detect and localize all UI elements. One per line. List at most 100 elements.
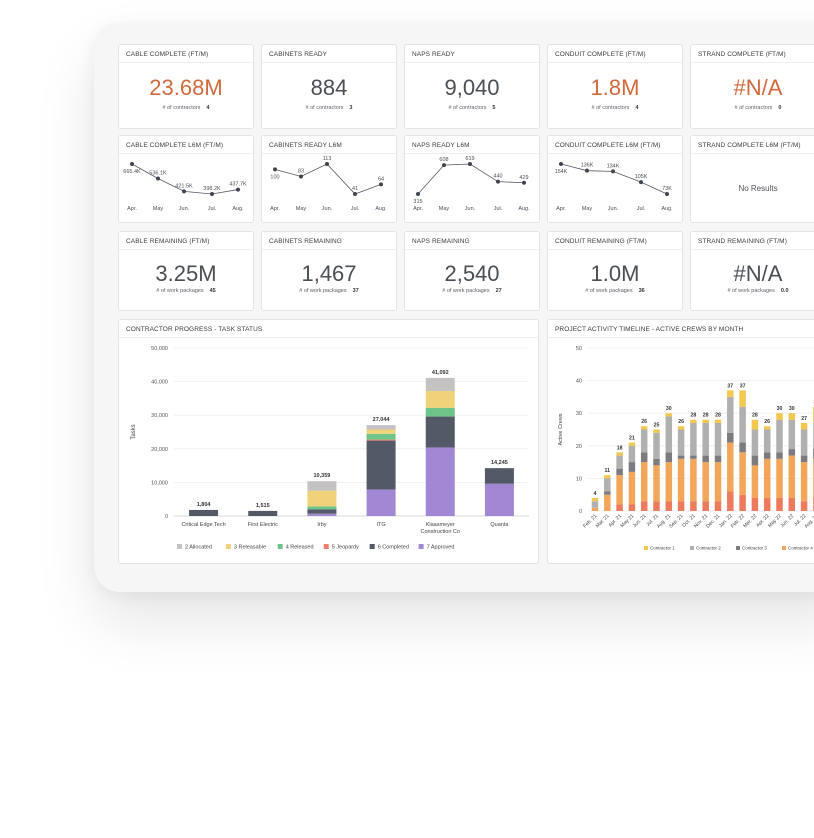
bar-segment[interactable] (366, 433, 396, 440)
bar-segment[interactable] (690, 501, 697, 511)
bar-segment[interactable] (702, 422, 709, 456)
bar-segment[interactable] (640, 426, 648, 430)
l6m-card[interactable]: NAPS READY L6M 315 Apr. 608 May 619 Jun. 440 Jul… (404, 135, 540, 223)
bar-segment[interactable] (788, 497, 796, 511)
bar-segment[interactable] (665, 413, 673, 417)
bar-segment[interactable] (702, 455, 709, 463)
bar-segment[interactable] (776, 497, 783, 511)
bar-segment[interactable] (714, 462, 722, 502)
bar-segment[interactable] (616, 504, 623, 511)
bar-segment[interactable] (366, 439, 396, 441)
bar-segment[interactable] (665, 462, 673, 502)
bar-segment[interactable] (484, 468, 514, 484)
bar-segment[interactable] (763, 429, 771, 453)
bar-segment[interactable] (751, 497, 759, 511)
bar-segment[interactable] (307, 490, 337, 507)
bar-segment[interactable] (628, 442, 636, 446)
bar-segment[interactable] (616, 455, 623, 469)
bar-segment[interactable] (727, 390, 734, 397)
bar-segment[interactable] (640, 501, 648, 511)
l6m-card[interactable]: STRAND COMPLETE L6M (FT/M) No Results (690, 135, 814, 223)
bar-segment[interactable] (248, 510, 278, 516)
bar-segment[interactable] (425, 377, 455, 392)
bar-segment[interactable] (591, 501, 599, 508)
kpi-card[interactable]: NAPS READY 9,040 # of contractors 5 (404, 44, 540, 129)
bar-segment[interactable] (776, 452, 783, 459)
bar-segment[interactable] (776, 458, 783, 498)
bar-segment[interactable] (702, 501, 709, 511)
bar-segment[interactable] (751, 419, 759, 430)
bar-segment[interactable] (604, 478, 611, 492)
bar-segment[interactable] (739, 494, 746, 511)
bar-segment[interactable] (788, 413, 796, 420)
bar-segment[interactable] (616, 452, 623, 456)
bar-segment[interactable] (604, 491, 611, 495)
l6m-card[interactable]: CONDUIT COMPLETE L6M (FT/M) 154K Apr. 136K M… (547, 135, 683, 223)
bar-segment[interactable] (776, 419, 783, 453)
bar-segment[interactable] (366, 440, 396, 490)
bar-segment[interactable] (800, 429, 808, 456)
bar-segment[interactable] (763, 458, 771, 498)
bar-segment[interactable] (653, 458, 660, 466)
bar-segment[interactable] (484, 483, 514, 516)
bar-segment[interactable] (677, 426, 685, 430)
bar-segment[interactable] (677, 458, 685, 502)
bar-segment[interactable] (425, 391, 455, 408)
kpi-card[interactable]: CONDUIT COMPLETE (FT/M) 1.8M # of contract… (547, 44, 683, 129)
bar-segment[interactable] (714, 455, 722, 463)
bar-segment[interactable] (307, 506, 337, 510)
bar-segment[interactable] (677, 501, 685, 511)
bar-segment[interactable] (425, 447, 455, 516)
bar-segment[interactable] (751, 455, 759, 466)
l6m-card[interactable]: CABINETS READY L6M 100 Apr. 83 May 113 Jun. 41 J… (261, 135, 397, 223)
bar-segment[interactable] (739, 390, 746, 407)
bar-segment[interactable] (307, 509, 337, 514)
bar-segment[interactable] (653, 501, 660, 511)
bar-segment[interactable] (739, 452, 746, 495)
bar-segment[interactable] (604, 475, 611, 479)
bar-segment[interactable] (604, 494, 611, 511)
bar-segment[interactable] (616, 468, 623, 476)
kpi-card[interactable]: STRAND REMAINING (FT/M) #N/A # of work pac… (690, 231, 814, 311)
bar-segment[interactable] (690, 455, 697, 459)
bar-segment[interactable] (653, 429, 660, 433)
bar-segment[interactable] (307, 513, 337, 516)
bar-segment[interactable] (751, 429, 759, 456)
bar-segment[interactable] (677, 429, 685, 456)
bar-segment[interactable] (640, 452, 648, 463)
bar-segment[interactable] (616, 475, 623, 505)
bar-segment[interactable] (776, 413, 783, 420)
kpi-card[interactable]: CABINETS READY 884 # of contractors 3 (261, 44, 397, 129)
bar-segment[interactable] (800, 455, 808, 463)
bar-segment[interactable] (727, 432, 734, 443)
bar-segment[interactable] (727, 396, 734, 433)
bar-segment[interactable] (640, 462, 648, 502)
bar-segment[interactable] (763, 426, 771, 430)
bar-segment[interactable] (591, 507, 599, 511)
bar-segment[interactable] (714, 422, 722, 456)
bar-segment[interactable] (690, 422, 697, 456)
kpi-card[interactable]: CABLE COMPLETE (FT/M) 23.68M # of contract… (118, 44, 254, 129)
contractor-progress-card[interactable]: CONTRACTOR PROGRESS - TASK STATUS 0 10,000… (118, 319, 539, 564)
bar-segment[interactable] (425, 416, 455, 448)
kpi-card[interactable]: CABLE REMAINING (FT/M) 3.25M # of work pac… (118, 231, 254, 311)
bar-segment[interactable] (714, 501, 722, 511)
bar-segment[interactable] (788, 449, 796, 456)
bar-segment[interactable] (800, 462, 808, 502)
kpi-card[interactable]: CONDUIT REMAINING (FT/M) 1.0M # of work pa… (547, 231, 683, 311)
bar-segment[interactable] (425, 407, 455, 417)
bar-segment[interactable] (690, 419, 697, 423)
bar-segment[interactable] (690, 458, 697, 502)
bar-segment[interactable] (702, 462, 709, 502)
bar-segment[interactable] (800, 501, 808, 511)
bar-segment[interactable] (800, 422, 808, 430)
bar-segment[interactable] (788, 419, 796, 450)
bar-segment[interactable] (640, 429, 648, 453)
bar-segment[interactable] (665, 501, 673, 511)
bar-segment[interactable] (727, 442, 734, 492)
bar-segment[interactable] (702, 419, 709, 423)
bar-segment[interactable] (665, 452, 673, 463)
bar-segment[interactable] (763, 497, 771, 511)
bar-segment[interactable] (739, 406, 746, 443)
kpi-card[interactable]: NAPS REMAINING 2,540 # of work packages 27 (404, 231, 540, 311)
